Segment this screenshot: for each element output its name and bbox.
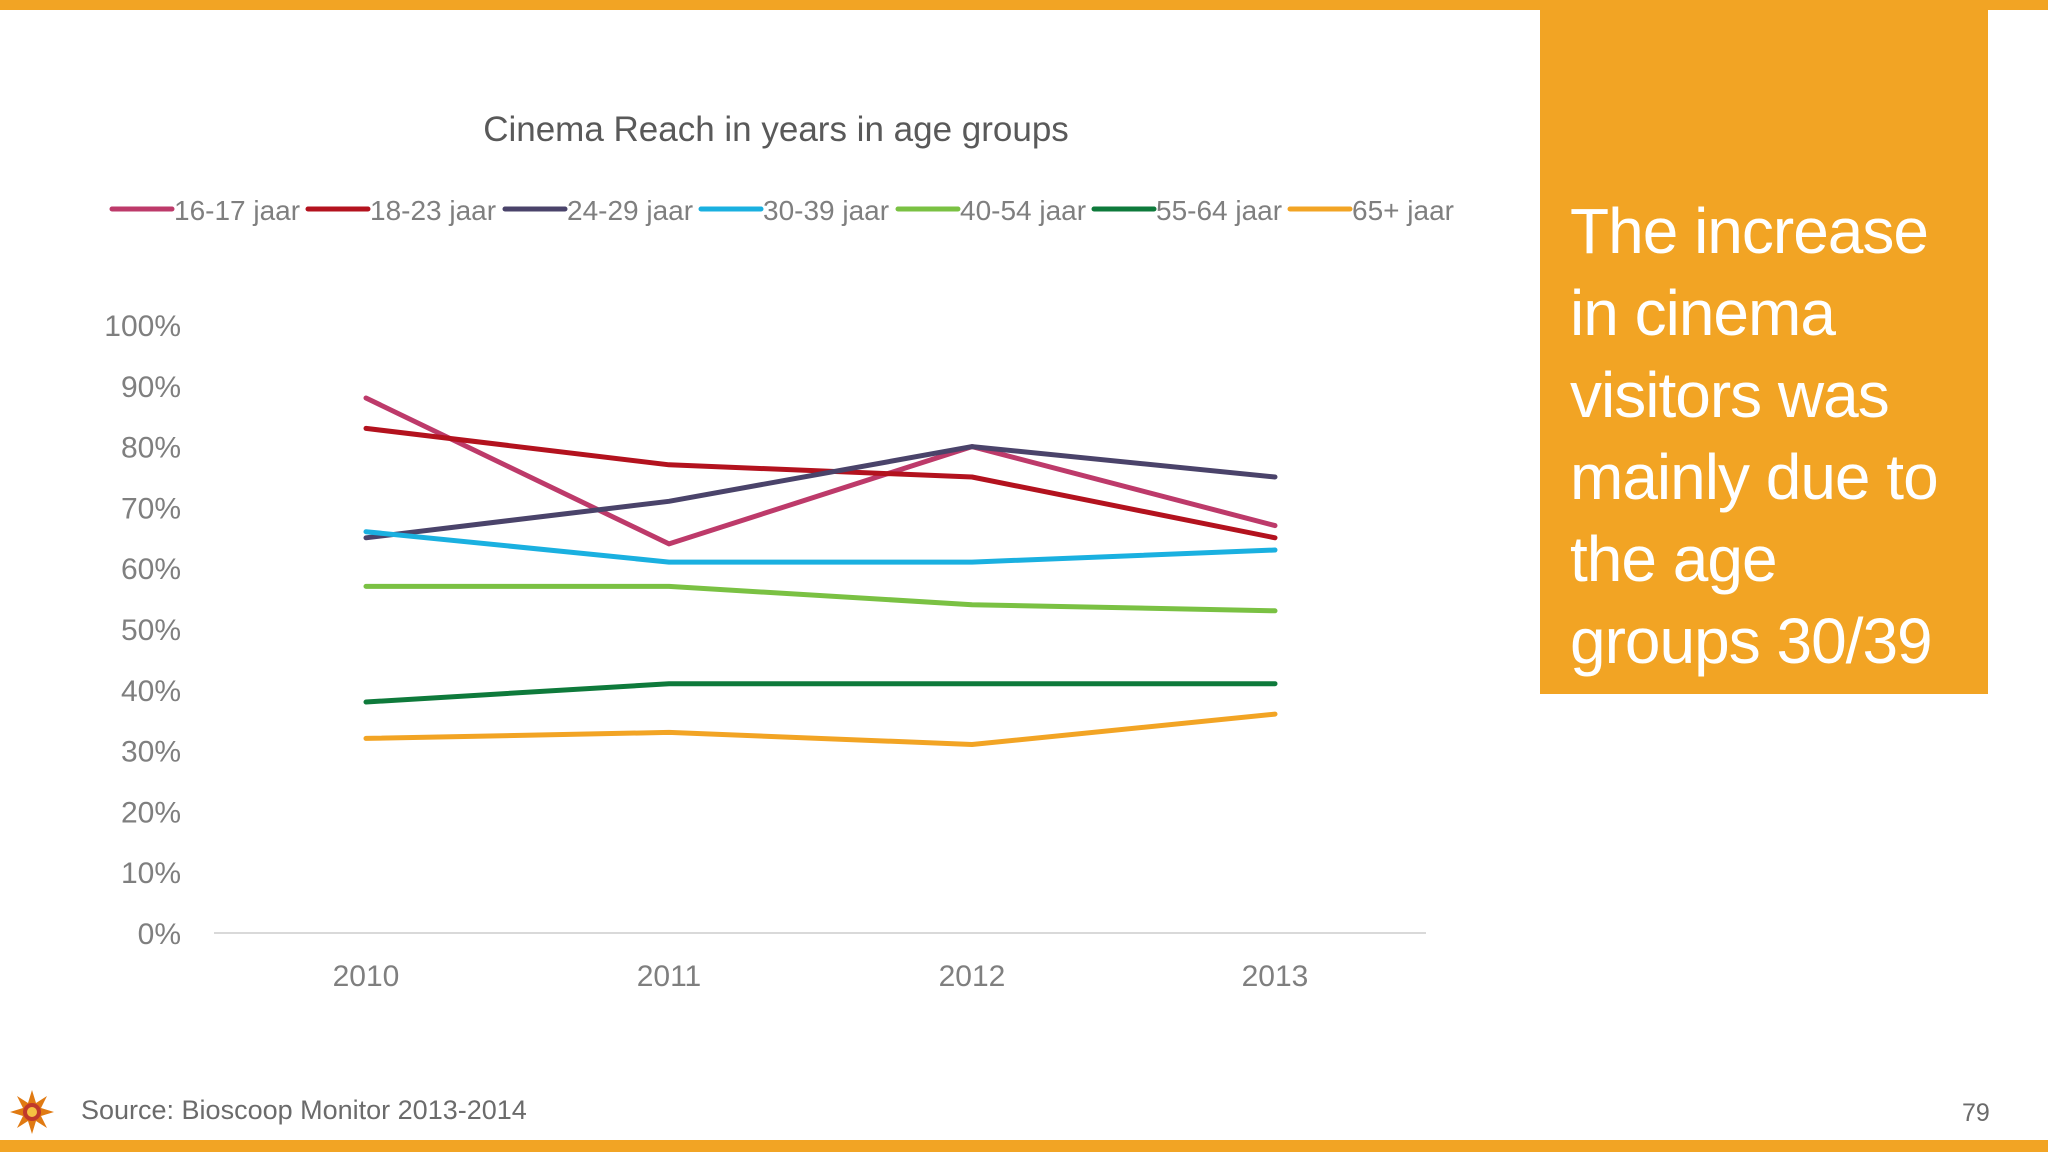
- legend-item: 30-39 jaar: [698, 195, 889, 226]
- y-tick-label: 70%: [121, 492, 181, 525]
- y-tick-label: 40%: [121, 675, 181, 708]
- line-chart: Cinema Reach in years in age groups 16-1…: [104, 110, 1454, 993]
- legend-label: 16-17 jaar: [174, 195, 300, 226]
- series-line-40-54-jaar: [363, 583, 1278, 614]
- series-line-18-23-jaar: [363, 425, 1278, 541]
- series-line-16-17-jaar: [363, 395, 1278, 547]
- y-tick-label: 100%: [104, 310, 181, 343]
- legend-label: 18-23 jaar: [370, 195, 496, 226]
- plot-area: [363, 395, 1278, 747]
- source-caption: Source: Bioscoop Monitor 2013-2014: [81, 1095, 527, 1125]
- series-line-30-39-jaar: [363, 529, 1278, 565]
- callout-box: The increase in cinema visitors was main…: [1540, 10, 1988, 759]
- callout-text: The increase in cinema visitors was main…: [1570, 195, 1939, 759]
- legend-label: 24-29 jaar: [567, 195, 693, 226]
- y-tick-label: 60%: [121, 553, 181, 586]
- chart-title: Cinema Reach in years in age groups: [483, 110, 1069, 149]
- legend-item: 65+ jaar: [1287, 195, 1454, 226]
- y-tick-label: 0%: [138, 918, 181, 951]
- x-axis: 2010 2011 2012 2013: [214, 932, 1426, 993]
- legend-item: 55-64 jaar: [1091, 195, 1282, 226]
- top-accent-bar: [0, 0, 2048, 10]
- chart-legend: 16-17 jaar 18-23 jaar 24-29 jaar 30-39 jaar…: [109, 195, 1454, 226]
- legend-label: 55-64 jaar: [1156, 195, 1282, 226]
- y-axis: 0% 10% 20% 30% 40% 50% 60% 70% 80% 90% 100%: [104, 310, 181, 951]
- y-tick-label: 10%: [121, 857, 181, 890]
- legend-label: 40-54 jaar: [960, 195, 1086, 226]
- x-tick-label: 2011: [637, 960, 702, 993]
- sun-logo-icon: [10, 1090, 54, 1134]
- legend-label: 65+ jaar: [1352, 195, 1454, 226]
- legend-item: 24-29 jaar: [502, 195, 693, 226]
- legend-item: 40-54 jaar: [895, 195, 1086, 226]
- y-tick-label: 50%: [121, 614, 181, 647]
- x-tick-label: 2012: [939, 960, 1006, 993]
- y-tick-label: 90%: [121, 371, 181, 404]
- series-line-55-64-jaar: [363, 681, 1278, 705]
- legend-item: 18-23 jaar: [305, 195, 496, 226]
- bottom-accent-bar: [0, 1140, 2048, 1152]
- y-tick-label: 80%: [121, 432, 181, 465]
- y-tick-label: 20%: [121, 796, 181, 829]
- legend-item: 16-17 jaar: [109, 195, 300, 226]
- x-tick-label: 2013: [1242, 960, 1309, 993]
- legend-label: 30-39 jaar: [763, 195, 889, 226]
- series-line-24-29-jaar: [363, 444, 1278, 541]
- y-tick-label: 30%: [121, 736, 181, 769]
- page-number: 79: [1962, 1099, 1990, 1127]
- x-tick-label: 2010: [333, 960, 400, 993]
- series-line-65-jaar: [363, 711, 1278, 747]
